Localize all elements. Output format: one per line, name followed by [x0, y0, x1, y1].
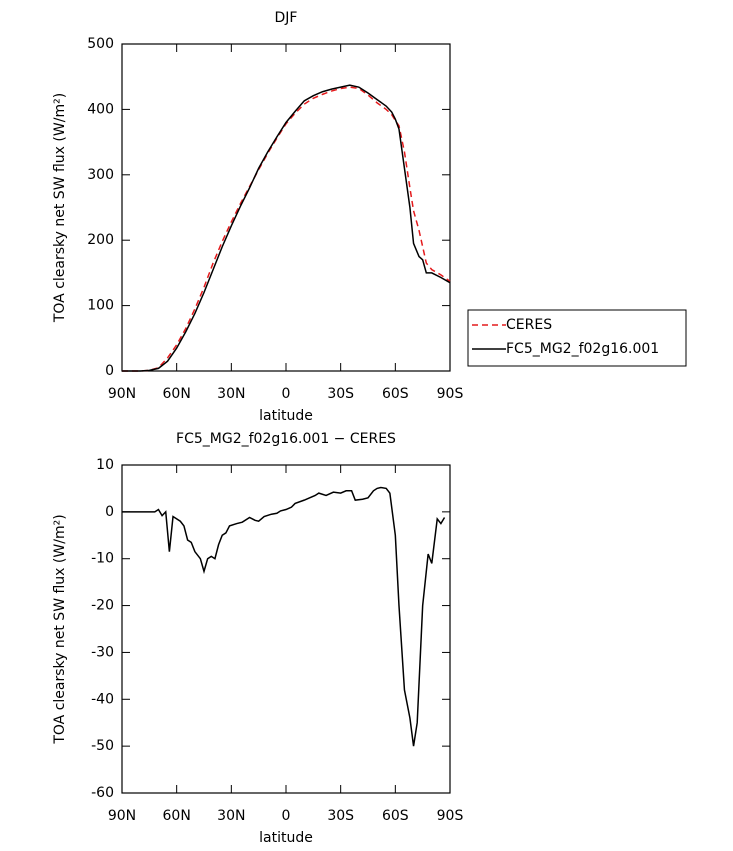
legend-label: FC5_MG2_f02g16.001 — [506, 341, 659, 357]
data-line — [122, 86, 451, 372]
y-tick-label: 200 — [87, 232, 114, 248]
x-tick-label: 30S — [327, 808, 354, 824]
x-tick-label: 0 — [282, 808, 291, 824]
legend-box — [467, 309, 687, 367]
x-tick-label: 30N — [217, 808, 245, 824]
x-tick-label: 90N — [108, 386, 136, 402]
chart-title: FC5_MG2_f02g16.001 − CERES — [176, 431, 396, 447]
y-tick-label: -40 — [91, 691, 114, 707]
y-tick-label: -10 — [91, 551, 114, 567]
data-line — [122, 486, 446, 747]
y-tick-label: -60 — [91, 785, 114, 801]
y-tick-label: 0 — [105, 504, 114, 520]
y-tick-label: -20 — [91, 598, 114, 614]
x-tick-label: 30N — [217, 386, 245, 402]
x-tick-label: 60N — [163, 386, 191, 402]
legend-label: CERES — [506, 317, 552, 333]
y-tick-label: 500 — [87, 36, 114, 52]
y-axis-label: TOA clearsky net SW flux (W/m²) — [52, 514, 68, 744]
y-tick-label: 0 — [105, 363, 114, 379]
y-tick-label: 300 — [87, 167, 114, 183]
x-tick-label: 90N — [108, 808, 136, 824]
y-tick-label: 400 — [87, 101, 114, 117]
x-axis-label: latitude — [259, 830, 313, 846]
x-axis-label: latitude — [259, 408, 313, 424]
x-tick-label: 90S — [437, 808, 464, 824]
y-tick-label: -50 — [91, 738, 114, 754]
x-tick-label: 30S — [327, 386, 354, 402]
x-tick-label: 90S — [437, 386, 464, 402]
chart-title: DJF — [275, 10, 298, 26]
y-tick-label: 10 — [96, 457, 114, 473]
x-tick-label: 60S — [382, 386, 409, 402]
plot-frame — [121, 43, 451, 372]
x-tick-label: 0 — [282, 386, 291, 402]
y-axis-label: TOA clearsky net SW flux (W/m²) — [52, 93, 68, 323]
y-tick-label: -30 — [91, 644, 114, 660]
data-line — [122, 84, 451, 372]
x-tick-label: 60N — [163, 808, 191, 824]
y-tick-label: 100 — [87, 298, 114, 314]
x-tick-label: 60S — [382, 808, 409, 824]
